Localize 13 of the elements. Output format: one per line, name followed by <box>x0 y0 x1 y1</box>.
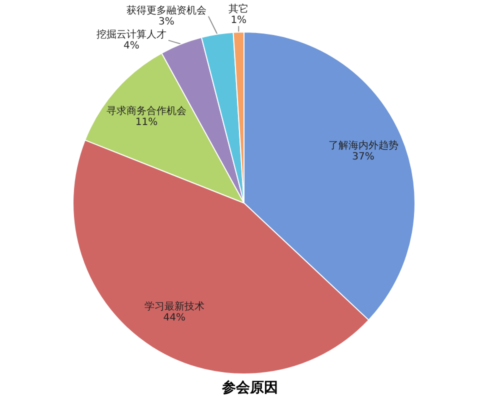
text: 参会原因 <box>221 379 278 396</box>
data-label: 11% <box>135 117 158 128</box>
slice-label: 挖掘云计算人才 <box>96 28 166 40</box>
data-label: 4% <box>123 40 140 52</box>
data-label: 1% <box>230 15 247 26</box>
data-label: 3% <box>158 16 174 28</box>
slice-label: 了解海内外趋势 <box>328 139 398 152</box>
slice-label: 学习最新技术 <box>144 300 204 313</box>
slice-label: 获得更多融资机会 <box>126 4 206 16</box>
data-label: 44% <box>163 312 186 324</box>
slice-label: 寻求商务合作机会 <box>106 105 187 118</box>
slice-label: 其它 <box>228 3 249 16</box>
data-label: 37% <box>352 151 374 162</box>
